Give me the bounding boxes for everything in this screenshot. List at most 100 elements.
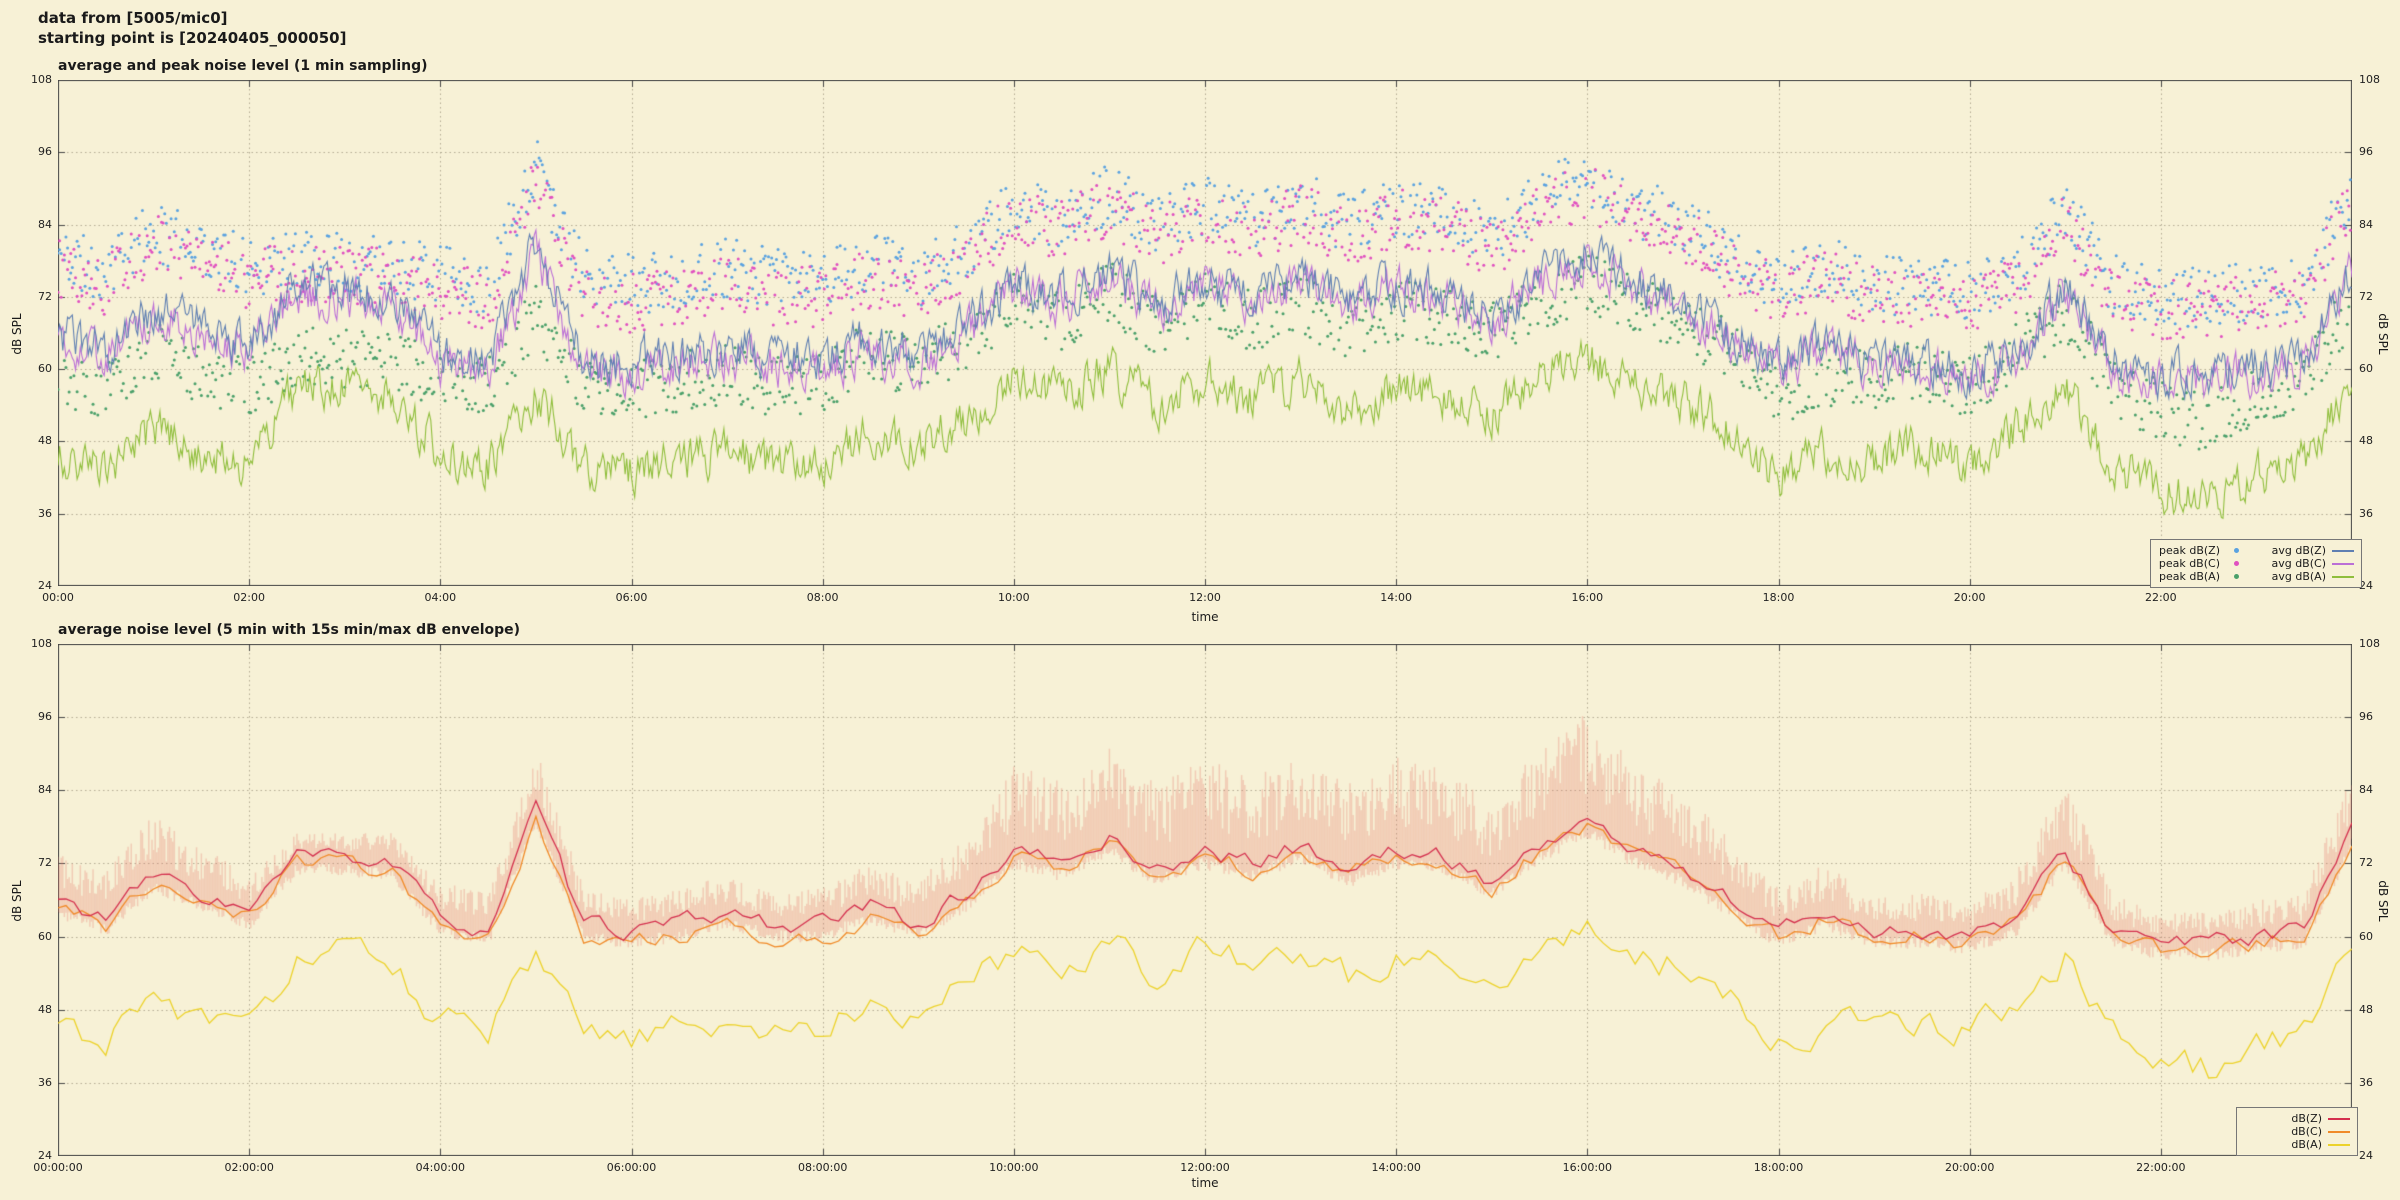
- top-chart-ylabel-left: dB SPL: [10, 313, 24, 355]
- legend-label: peak dB(C): [2158, 557, 2220, 570]
- x-tick-label: 10:00:00: [989, 1161, 1039, 1174]
- top-chart-title: average and peak noise level (1 min samp…: [58, 58, 428, 74]
- legend-row: dB(C): [2244, 1125, 2350, 1138]
- x-tick-label: 20:00:00: [1944, 1161, 1995, 1174]
- legend-entry: avg dB(C): [2264, 557, 2354, 570]
- x-tick-label: 18:00: [1762, 591, 1795, 604]
- bottom-chart-title: average noise level (5 min with 15s min/…: [58, 622, 521, 638]
- y-tick-label: 96: [38, 710, 52, 724]
- legend-line-marker-icon: [2332, 549, 2354, 552]
- legend-label: peak dB(Z): [2158, 544, 2220, 557]
- legend-line-marker-icon: [2332, 562, 2354, 565]
- x-tick-label: 08:00:00: [797, 1161, 848, 1174]
- legend-label: dB(A): [2291, 1138, 2322, 1151]
- x-tick-label: 02:00:00: [224, 1161, 274, 1174]
- legend-line-marker-icon: [2328, 1130, 2350, 1133]
- top-chart-legend: peak dB(Z) avg dB(Z) peak dB(C) avg dB(C) pe…: [2150, 539, 2362, 588]
- y-tick-label: 60: [2359, 929, 2373, 943]
- y-tick-label: 24: [38, 1149, 52, 1162]
- x-tick-label: 02:00: [233, 591, 265, 604]
- legend-entry: avg dB(A): [2264, 570, 2354, 583]
- x-tick-label: 00:00: [42, 591, 74, 604]
- legend-entry: peak dB(A): [2158, 570, 2248, 583]
- legend-label: avg dB(Z): [2271, 544, 2326, 557]
- header-line1: data from [5005/mic0]: [38, 9, 228, 27]
- x-tick-label: 06:00: [615, 591, 648, 604]
- y-tick-label: 72: [2359, 289, 2373, 303]
- y-tick-label: 96: [2359, 710, 2373, 724]
- legend-label: dB(C): [2291, 1125, 2322, 1138]
- y-tick-label: 24: [2359, 1149, 2373, 1162]
- x-tick-label: 14:00:00: [1371, 1161, 1421, 1174]
- y-tick-label: 108: [31, 73, 52, 86]
- top-chart-ylabel-right: dB SPL: [2376, 313, 2390, 355]
- y-tick-label: 84: [2359, 217, 2373, 231]
- legend-label: avg dB(C): [2271, 557, 2326, 570]
- legend-entry: peak dB(Z): [2158, 544, 2248, 557]
- legend-entry: dB(C): [2244, 1125, 2350, 1138]
- bottom-chart-xlabel: time: [1191, 1176, 1219, 1190]
- legend-dot-marker-icon: [2234, 548, 2239, 553]
- legend-row: peak dB(A) avg dB(A): [2158, 570, 2354, 583]
- y-tick-label: 36: [38, 1075, 52, 1089]
- x-tick-label: 22:00:00: [2136, 1161, 2186, 1174]
- x-tick-label: 06:00:00: [606, 1161, 657, 1174]
- y-tick-label: 84: [38, 783, 52, 797]
- y-tick-label: 36: [2359, 1075, 2373, 1089]
- top-chart-xlabel: time: [1191, 610, 1219, 624]
- y-tick-label: 48: [2359, 1002, 2373, 1016]
- y-tick-label: 48: [38, 1002, 52, 1016]
- x-tick-label: 00:00:00: [33, 1161, 83, 1174]
- legend-line-marker-icon: [2328, 1143, 2350, 1146]
- y-tick-label: 72: [38, 856, 52, 870]
- y-tick-label: 72: [2359, 856, 2373, 870]
- bottom-chart-plot: [58, 644, 2352, 1156]
- x-tick-label: 08:00: [806, 591, 839, 604]
- x-tick-label: 16:00:00: [1562, 1161, 1613, 1174]
- y-tick-label: 60: [2359, 362, 2373, 376]
- bottom-chart-ylabel-right: dB SPL: [2376, 880, 2390, 922]
- y-tick-label: 24: [38, 579, 52, 592]
- y-tick-label: 96: [38, 145, 52, 159]
- bottom-chart-ylabel-left: dB SPL: [10, 880, 24, 922]
- x-tick-label: 12:00:00: [1180, 1161, 1230, 1174]
- x-tick-label: 22:00: [2144, 591, 2177, 604]
- y-tick-label: 60: [38, 362, 52, 376]
- y-tick-label: 96: [2359, 145, 2373, 159]
- x-tick-label: 10:00: [997, 591, 1030, 604]
- y-tick-label: 84: [2359, 783, 2373, 797]
- top-chart-plot: [58, 80, 2352, 586]
- legend-line-marker-icon: [2332, 575, 2354, 578]
- legend-row: dB(Z): [2244, 1112, 2350, 1125]
- header-line2: starting point is [20240405_000050]: [38, 29, 347, 47]
- y-tick-label: 108: [2359, 73, 2380, 86]
- legend-row: peak dB(C) avg dB(C): [2158, 557, 2354, 570]
- legend-entry: dB(Z): [2244, 1112, 2350, 1125]
- y-tick-label: 108: [31, 637, 52, 650]
- legend-label: peak dB(A): [2159, 570, 2220, 583]
- legend-entry: dB(A): [2244, 1138, 2350, 1151]
- legend-row: peak dB(Z) avg dB(Z): [2158, 544, 2354, 557]
- y-tick-label: 36: [2359, 506, 2373, 520]
- legend-label: dB(Z): [2291, 1112, 2322, 1125]
- x-tick-label: 14:00: [1380, 591, 1412, 604]
- x-tick-label: 16:00: [1571, 591, 1604, 604]
- header: data from [5005/mic0] starting point is …: [38, 8, 346, 48]
- y-tick-label: 48: [38, 434, 52, 448]
- y-tick-label: 108: [2359, 637, 2380, 650]
- legend-row: dB(A): [2244, 1138, 2350, 1151]
- legend-dot-marker-icon: [2234, 561, 2239, 566]
- y-tick-label: 36: [38, 506, 52, 520]
- x-tick-label: 12:00: [1189, 591, 1221, 604]
- x-tick-label: 18:00:00: [1753, 1161, 1804, 1174]
- bottom-chart-legend: dB(Z) dB(C) dB(A): [2236, 1107, 2358, 1156]
- y-tick-label: 84: [38, 217, 52, 231]
- legend-line-marker-icon: [2328, 1117, 2350, 1120]
- y-tick-label: 24: [2359, 579, 2373, 592]
- x-tick-label: 20:00: [1953, 591, 1986, 604]
- legend-label: avg dB(A): [2271, 570, 2326, 583]
- y-tick-label: 72: [38, 289, 52, 303]
- x-tick-label: 04:00:00: [415, 1161, 466, 1174]
- legend-dot-marker-icon: [2234, 574, 2239, 579]
- x-tick-label: 04:00: [424, 591, 457, 604]
